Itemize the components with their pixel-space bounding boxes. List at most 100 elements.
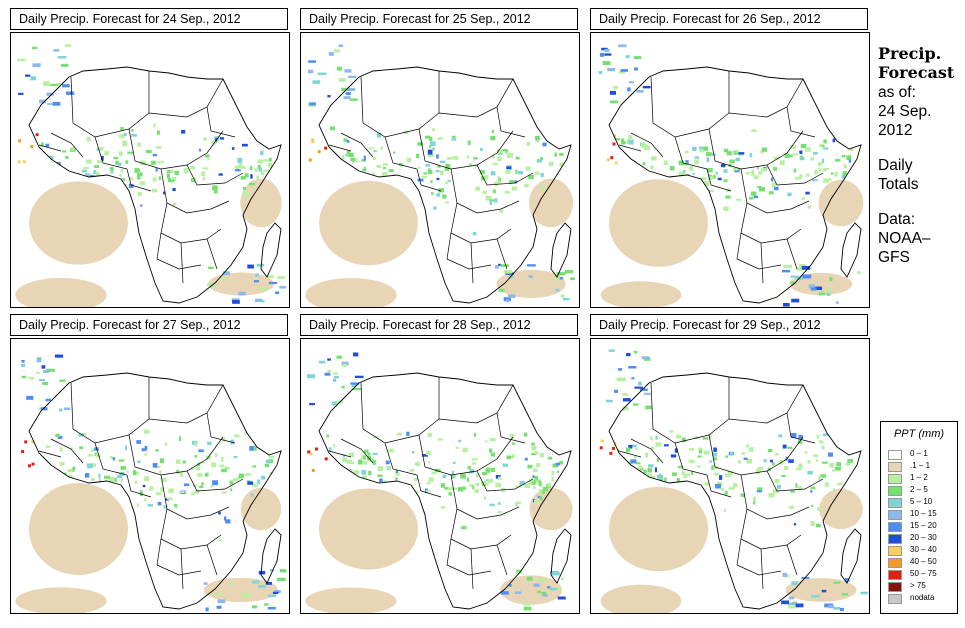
country-border	[160, 474, 230, 520]
country-border	[708, 128, 804, 170]
country-border	[148, 78, 224, 118]
country-border	[360, 377, 440, 444]
country-border	[206, 412, 236, 444]
legend-label: 40 – 50	[910, 557, 937, 566]
country-border	[728, 78, 804, 118]
coastline	[318, 66, 572, 304]
country-border	[450, 202, 512, 244]
coastline	[550, 222, 572, 278]
country-border	[740, 474, 810, 520]
country-border	[706, 474, 732, 498]
country-border	[128, 434, 224, 476]
legend-item: 15 – 20	[888, 521, 958, 532]
country-border	[740, 168, 810, 214]
country-border	[418, 128, 514, 170]
country-border	[470, 544, 508, 590]
map-canvas	[305, 352, 573, 613]
country-border	[446, 538, 492, 576]
country-border	[156, 538, 202, 576]
map-canvas	[15, 44, 286, 307]
country-border	[450, 168, 520, 214]
africa-precip-map	[590, 338, 870, 614]
africa-precip-map	[300, 338, 580, 614]
legend-label: nodata	[910, 593, 935, 602]
data-source-label: Data:	[878, 211, 916, 228]
panel-title: Daily Precip. Forecast for 27 Sep., 2012	[10, 314, 288, 336]
forecast-panel-26-sep: Daily Precip. Forecast for 26 Sep., 2012	[590, 8, 870, 308]
forecast-panel-28-sep: Daily Precip. Forecast for 28 Sep., 2012	[300, 314, 580, 614]
country-border	[728, 384, 804, 424]
legend-swatch	[888, 498, 902, 508]
coastline	[550, 528, 572, 584]
legend-item: .1 – 1	[888, 461, 958, 472]
country-border	[618, 438, 664, 464]
country-border	[360, 71, 440, 138]
legend-label: 20 – 30	[910, 533, 937, 542]
panel-title: Daily Precip. Forecast for 24 Sep., 2012	[10, 8, 288, 30]
country-border	[736, 232, 782, 270]
legend-swatch	[888, 522, 902, 532]
panel-title: Daily Precip. Forecast for 25 Sep., 2012	[300, 8, 578, 30]
coastline	[28, 372, 282, 610]
country-border	[760, 544, 798, 590]
coastline	[840, 528, 862, 584]
totals-line2: Totals	[878, 176, 919, 193]
country-border	[446, 232, 492, 270]
country-border	[416, 474, 442, 498]
country-border	[438, 384, 514, 424]
country-border	[38, 438, 84, 464]
forecast-panel-25-sep: Daily Precip. Forecast for 25 Sep., 2012	[300, 8, 580, 308]
country-border	[156, 232, 202, 270]
sidebar-title-line1: Precip.	[878, 44, 942, 63]
country-border	[186, 164, 244, 186]
legend-label: 30 – 40	[910, 545, 937, 554]
legend-label: > 75	[910, 581, 926, 590]
forecast-panel-29-sep: Daily Precip. Forecast for 29 Sep., 2012	[590, 314, 870, 614]
country-border	[706, 168, 732, 192]
country-border	[160, 168, 230, 214]
coastline	[840, 222, 862, 278]
country-border	[618, 132, 664, 158]
coastline	[28, 66, 282, 304]
legend-item: 2 – 5	[888, 485, 958, 496]
country-border	[180, 238, 218, 284]
country-border	[206, 106, 236, 138]
legend-swatch	[888, 450, 902, 460]
africa-precip-map	[10, 32, 290, 308]
country-border	[650, 377, 730, 444]
legend-label: 0 – 1	[910, 449, 928, 458]
country-border	[766, 470, 824, 492]
data-source-line3: GFS	[878, 249, 910, 266]
country-border	[126, 168, 152, 192]
country-border	[160, 202, 222, 244]
legend-item: 10 – 15	[888, 509, 958, 520]
legend-swatch	[888, 510, 902, 520]
legend-item: 30 – 40	[888, 545, 958, 556]
legend-label: 50 – 75	[910, 569, 937, 578]
country-border	[786, 412, 816, 444]
legend-swatch	[888, 534, 902, 544]
country-border	[180, 544, 218, 590]
map-canvas	[599, 349, 869, 613]
sidebar-title-line2: Forecast	[878, 63, 955, 82]
legend-swatch	[888, 462, 902, 472]
country-border	[438, 78, 514, 118]
legend-swatch	[888, 570, 902, 580]
country-border	[38, 132, 84, 158]
legend-swatch	[888, 546, 902, 556]
country-border	[496, 106, 526, 138]
country-border	[476, 164, 534, 186]
country-border	[736, 538, 782, 576]
country-border	[70, 377, 150, 444]
panel-title: Daily Precip. Forecast for 29 Sep., 2012	[590, 314, 868, 336]
country-border	[94, 442, 128, 476]
country-border	[70, 71, 150, 138]
country-border	[418, 434, 514, 476]
legend-item: 20 – 30	[888, 533, 958, 544]
country-border	[674, 136, 708, 170]
panel-title: Daily Precip. Forecast for 26 Sep., 2012	[590, 8, 868, 30]
country-border	[450, 508, 512, 550]
coastline	[608, 372, 862, 610]
legend-item: 1 – 2	[888, 473, 958, 484]
legend-item: 40 – 50	[888, 557, 958, 568]
